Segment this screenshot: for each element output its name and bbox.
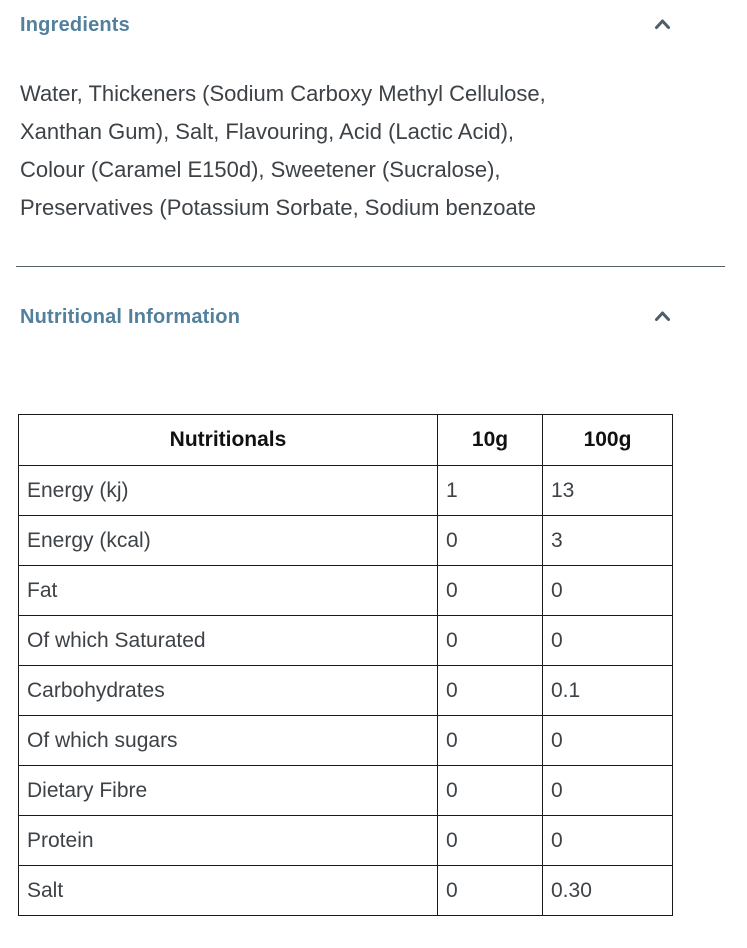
nutrition-table: Nutritionals 10g 100g Energy (kj) 1 13 Ener…: [18, 414, 673, 916]
nutrient-name-cell: Dietary Fibre: [18, 765, 438, 816]
value-10g-cell: 0: [437, 815, 543, 866]
table-header-100g: 100g: [542, 414, 673, 466]
value-10g-cell: 0: [437, 765, 543, 816]
value-100g-cell: 0: [542, 565, 673, 616]
value-100g-cell: 0: [542, 815, 673, 866]
nutrient-name-cell: Protein: [18, 815, 438, 866]
section-divider: [16, 266, 725, 267]
nutrient-name-cell: Salt: [18, 865, 438, 916]
ingredients-text: Water, Thickeners (Sodium Carboxy Methyl…: [20, 81, 546, 220]
value-100g-cell: 0: [542, 615, 673, 666]
value-100g-cell: 0: [542, 765, 673, 816]
table-header-nutritionals: Nutritionals: [18, 414, 438, 466]
ingredients-heading: Ingredients: [20, 14, 130, 36]
value-100g-cell: 13: [542, 465, 673, 516]
value-10g-cell: 0: [437, 565, 543, 616]
chevron-up-icon: [654, 18, 671, 33]
table-row: Dietary Fibre 0 0: [18, 765, 673, 816]
ingredients-accordion-header[interactable]: Ingredients: [20, 14, 709, 37]
table-row: Salt 0 0.30: [18, 865, 673, 916]
table-row: Protein 0 0: [18, 815, 673, 866]
nutrient-name-cell: Of which sugars: [18, 715, 438, 766]
nutrition-table-body: Energy (kj) 1 13 Energy (kcal) 0 3 Fat 0 0 Of whi…: [18, 465, 673, 916]
value-100g-cell: 3: [542, 515, 673, 566]
value-10g-cell: 0: [437, 615, 543, 666]
ingredients-collapse-button[interactable]: [652, 16, 673, 35]
table-row: Energy (kj) 1 13: [18, 465, 673, 516]
nutrient-name-cell: Energy (kcal): [18, 515, 438, 566]
nutrient-name-cell: Fat: [18, 565, 438, 616]
nutrient-name-cell: Of which Saturated: [18, 615, 438, 666]
value-10g-cell: 0: [437, 665, 543, 716]
value-100g-cell: 0.1: [542, 665, 673, 716]
table-row: Of which Saturated 0 0: [18, 615, 673, 666]
value-10g-cell: 1: [437, 465, 543, 516]
table-header-10g: 10g: [437, 414, 543, 466]
table-row: Energy (kcal) 0 3: [18, 515, 673, 566]
table-row: Carbohydrates 0 0.1: [18, 665, 673, 716]
value-10g-cell: 0: [437, 865, 543, 916]
value-100g-cell: 0: [542, 715, 673, 766]
value-100g-cell: 0.30: [542, 865, 673, 916]
nutrition-heading: Nutritional Information: [20, 306, 241, 328]
table-row: Fat 0 0: [18, 565, 673, 616]
value-10g-cell: 0: [437, 515, 543, 566]
nutrition-table-header-row: Nutritionals 10g 100g: [18, 414, 673, 466]
nutrition-collapse-button[interactable]: [652, 308, 673, 327]
nutrition-accordion-header[interactable]: Nutritional Information: [20, 306, 709, 329]
nutrient-name-cell: Energy (kj): [18, 465, 438, 516]
value-10g-cell: 0: [437, 715, 543, 766]
table-row: Of which sugars 0 0: [18, 715, 673, 766]
chevron-up-icon: [654, 310, 671, 325]
nutrient-name-cell: Carbohydrates: [18, 665, 438, 716]
